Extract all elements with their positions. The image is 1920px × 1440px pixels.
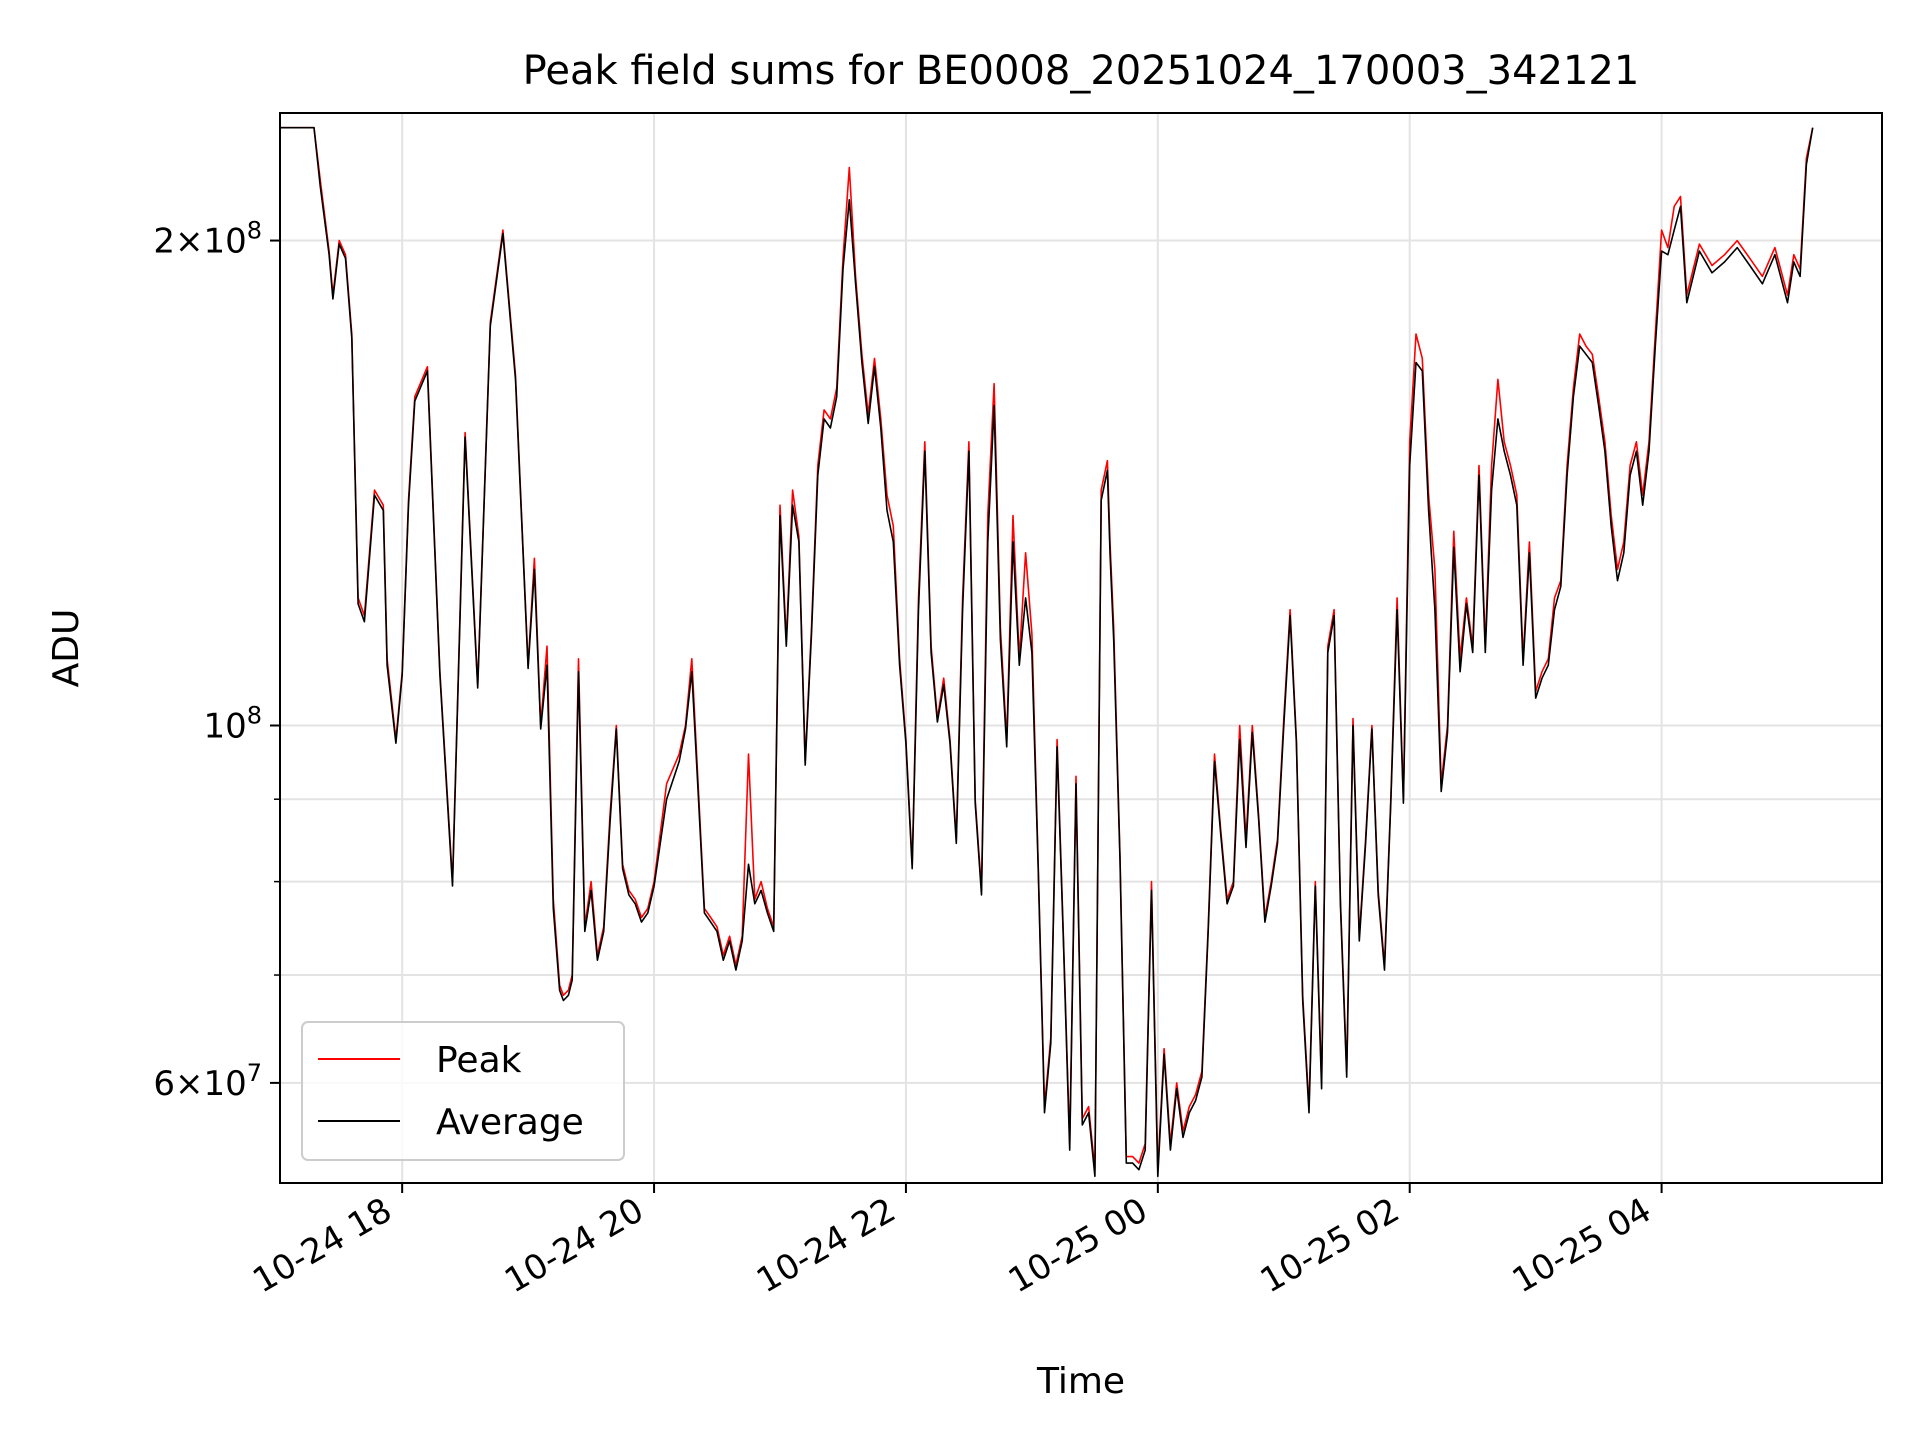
y-tick-label-0: 6×107 xyxy=(153,1059,262,1104)
legend: Peak Average xyxy=(301,1021,625,1161)
y-axis-label: ADU xyxy=(46,609,87,688)
plot-frame xyxy=(279,112,1883,1184)
series-lines xyxy=(280,126,1814,1178)
series-line-average xyxy=(280,126,1814,1178)
x-axis-label: Time xyxy=(1036,1361,1125,1402)
legend-label-average: Average xyxy=(436,1102,584,1143)
legend-box xyxy=(301,1021,625,1161)
y-axis-ticks: 6×107 108 2×108 xyxy=(153,217,280,1104)
y-tick-label-2: 2×108 xyxy=(153,217,262,262)
chart-title: Peak field sums for BE0008_20251024_1700… xyxy=(523,48,1640,94)
grid xyxy=(280,113,1882,1183)
y-tick-label-1: 108 xyxy=(203,701,262,746)
legend-label-peak: Peak xyxy=(436,1040,522,1081)
